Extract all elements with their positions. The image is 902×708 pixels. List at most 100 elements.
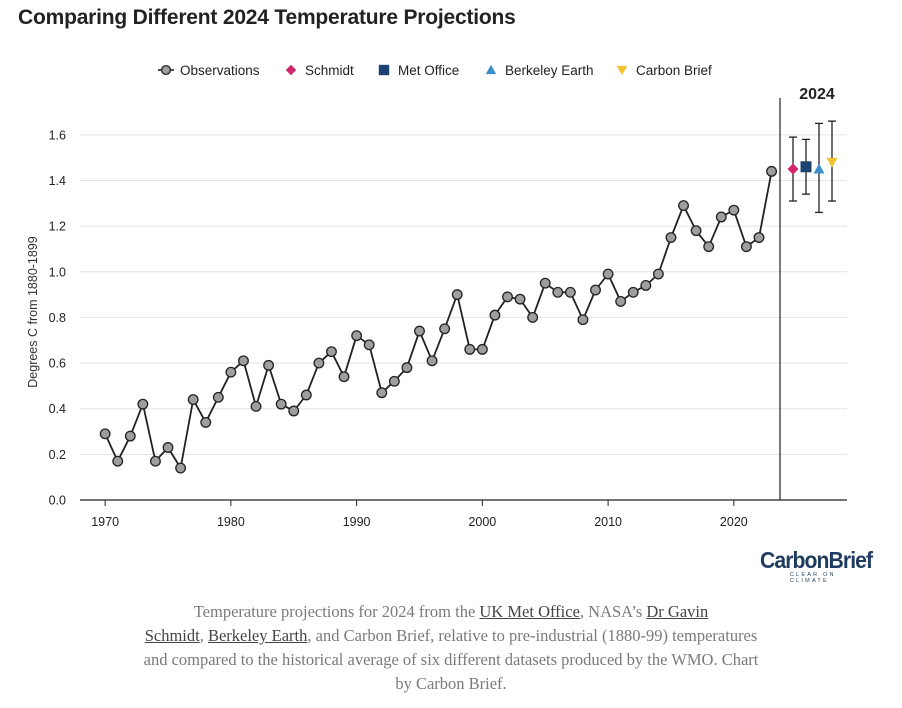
x-tick-label: 1970 <box>91 515 119 529</box>
axes: 0.0 0.2 0.4 0.6 0.8 1.0 1.2 1.4 1.6 1970 1980 1990 2… <box>26 86 847 529</box>
observation-point <box>564 286 576 298</box>
legend-marker <box>378 64 390 76</box>
observation-point <box>451 289 463 301</box>
observation-point <box>124 430 136 442</box>
caption-text: , <box>199 626 208 645</box>
observation-point <box>627 286 639 298</box>
legend-marker <box>616 65 628 76</box>
observation-point <box>539 277 551 289</box>
observation-point <box>212 391 224 403</box>
observation-point <box>175 462 187 474</box>
observation-point <box>225 366 237 378</box>
observation-point <box>753 232 765 243</box>
observation-point <box>263 359 275 371</box>
observation-point <box>552 286 564 298</box>
logo-tagline: CLEAR ON CLIMATE <box>790 572 836 584</box>
logo-wordmark: CarbonBrief <box>760 547 873 573</box>
observation-point <box>414 325 425 337</box>
x-tick-label: 1980 <box>217 515 245 529</box>
observation-point <box>690 225 702 237</box>
observation-point <box>300 389 312 401</box>
x-tick-label: 2010 <box>594 515 622 529</box>
caption-link-gavin-schmidt[interactable]: Dr Gavin <box>646 602 709 621</box>
projection-carbon-brief <box>826 120 838 202</box>
observation-point <box>728 204 740 216</box>
y-tick-label: 0.6 <box>49 357 66 371</box>
observation-point <box>313 357 325 369</box>
legend-marker <box>285 64 297 76</box>
legend-label: Met Office <box>398 63 459 78</box>
y-tick-label: 1.4 <box>49 174 66 188</box>
observation-point <box>476 343 488 355</box>
legend-item-met-office: Met Office <box>378 63 459 78</box>
caption-link-berkeley-earth[interactable]: Berkeley Earth <box>207 626 308 645</box>
observation-point <box>363 339 375 351</box>
projection-panel-label: 2024 <box>799 86 835 103</box>
projections-panel <box>787 120 838 214</box>
projection-berkeley-earth <box>813 122 825 214</box>
observation-point <box>715 211 727 223</box>
carbonbrief-logo: CarbonBrief CLEAR ON CLIMATE <box>760 547 873 584</box>
observations-series <box>99 165 778 474</box>
observation-point <box>137 398 149 410</box>
legend-item-carbon-brief: Carbon Brief <box>616 63 712 78</box>
observation-point <box>187 394 199 406</box>
observation-point <box>149 455 161 467</box>
legend-label: Observations <box>180 63 260 78</box>
chart-svg: Observations Schmidt Met Office Berkeley Ea… <box>26 63 847 529</box>
legend-label: Berkeley Earth <box>505 63 594 78</box>
legend-label: Carbon Brief <box>636 63 712 78</box>
y-tick-label: 1.2 <box>49 220 66 234</box>
legend-item-schmidt: Schmidt <box>285 63 354 78</box>
projection-marker <box>826 157 838 168</box>
projection-marker <box>800 161 812 173</box>
observation-point <box>502 291 513 303</box>
observation-point <box>275 398 287 410</box>
gridlines <box>80 134 847 455</box>
projection-marker <box>787 163 799 175</box>
x-tick-label: 2000 <box>468 515 496 529</box>
observation-point <box>439 323 451 335</box>
legend-marker <box>485 64 497 75</box>
observation-point <box>464 343 476 355</box>
y-tick-label: 0.0 <box>49 494 66 508</box>
y-tick-label: 0.8 <box>49 311 66 325</box>
observation-point <box>112 455 124 467</box>
y-tick-label: 0.2 <box>49 448 66 462</box>
y-tick-label: 1.0 <box>49 265 66 279</box>
caption-text: Temperature projections for 2024 from th… <box>193 602 480 621</box>
x-tick-label: 1990 <box>343 515 371 529</box>
x-tick-label: 2020 <box>720 515 748 529</box>
chart-caption: Temperature projections for 2024 from th… <box>140 600 762 696</box>
observation-point <box>376 387 388 399</box>
chart-title: Comparing Different 2024 Temperature Pro… <box>18 6 516 29</box>
caption-text: , and Carbon Brief, relative to pre-indu… <box>143 626 759 693</box>
observation-point <box>326 346 337 358</box>
observation-point <box>338 371 350 383</box>
observation-point <box>162 442 174 453</box>
observation-point <box>703 241 715 253</box>
observation-point <box>577 314 589 326</box>
observation-point <box>766 165 778 177</box>
legend: Observations Schmidt Met Office Berkeley Ea… <box>158 63 712 78</box>
legend-marker <box>160 64 172 76</box>
observation-point <box>200 416 212 428</box>
caption-link-gavin-schmidt[interactable]: Schmidt <box>144 626 200 645</box>
legend-label: Schmidt <box>305 63 354 78</box>
observation-point <box>590 284 601 296</box>
observation-point <box>426 355 438 367</box>
observation-point <box>678 200 689 212</box>
observation-point <box>388 375 400 387</box>
projection-met-office <box>800 138 812 195</box>
y-tick-label: 0.4 <box>49 402 66 416</box>
observation-point <box>514 293 526 305</box>
caption-link-met-office[interactable]: UK Met Office <box>479 602 580 621</box>
observation-point <box>640 280 652 291</box>
observation-point <box>351 330 363 342</box>
observation-point <box>615 295 627 307</box>
observation-point <box>288 405 300 417</box>
observation-point <box>401 362 413 374</box>
observation-point <box>489 309 501 321</box>
legend-item-berkeley-earth: Berkeley Earth <box>485 63 594 78</box>
observation-point <box>527 311 539 323</box>
